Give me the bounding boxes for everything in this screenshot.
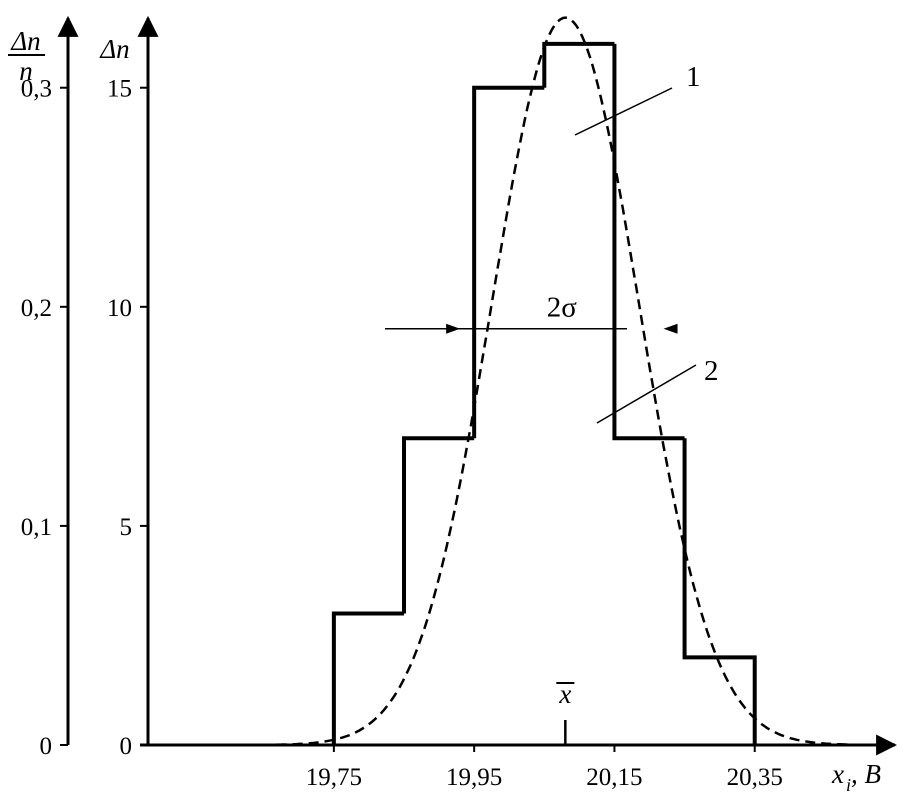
count-y-tick-label: 15 xyxy=(107,76,132,103)
x-axis-title: x i , B xyxy=(831,759,881,792)
mean-label: x xyxy=(558,679,571,709)
rel-y-tick-label: 0,3 xyxy=(21,76,52,103)
rel-y-title-denominator: n xyxy=(19,56,33,86)
histogram-callout-leader xyxy=(574,87,673,136)
gaussian-curve xyxy=(228,16,881,747)
sigma-left-arrowhead xyxy=(446,323,461,334)
x-tick-label: 20,35 xyxy=(727,764,783,791)
sigma-right-arrowhead xyxy=(663,323,678,334)
rel-y-tick-label: 0 xyxy=(40,733,53,760)
count-y-axis-title: Δn xyxy=(99,34,129,64)
rel-y-tick-label: 0,1 xyxy=(21,514,52,541)
count-y-tick-label: 10 xyxy=(107,295,132,322)
x-tick-label: 19,75 xyxy=(306,764,362,791)
rel-y-tick-label: 0,2 xyxy=(21,295,52,322)
rel-y-title-numerator: Δn xyxy=(10,26,40,56)
x-tick-label: 20,15 xyxy=(586,764,642,791)
histogram-bar xyxy=(472,85,545,439)
sigma-label: 2σ xyxy=(547,292,578,324)
curve-callout-label: 2 xyxy=(704,355,719,387)
x-title-unit: , B xyxy=(851,759,881,789)
rel-y-axis-title: Δn n xyxy=(8,26,45,86)
histogram-bar xyxy=(542,41,615,88)
x-tick-label: 19,95 xyxy=(446,764,502,791)
histogram-bar xyxy=(402,436,475,614)
count-y-tick-label: 0 xyxy=(120,733,133,760)
count-y-tick-label: 5 xyxy=(120,514,133,541)
histogram-bar xyxy=(682,438,757,745)
curve-callout-leader xyxy=(596,364,697,424)
x-title-var: x xyxy=(831,759,844,789)
x-title-sub: i xyxy=(846,775,851,792)
histogram-bar xyxy=(612,43,685,441)
histogram-callout-label: 1 xyxy=(686,61,701,93)
histogram-bar xyxy=(331,611,405,745)
